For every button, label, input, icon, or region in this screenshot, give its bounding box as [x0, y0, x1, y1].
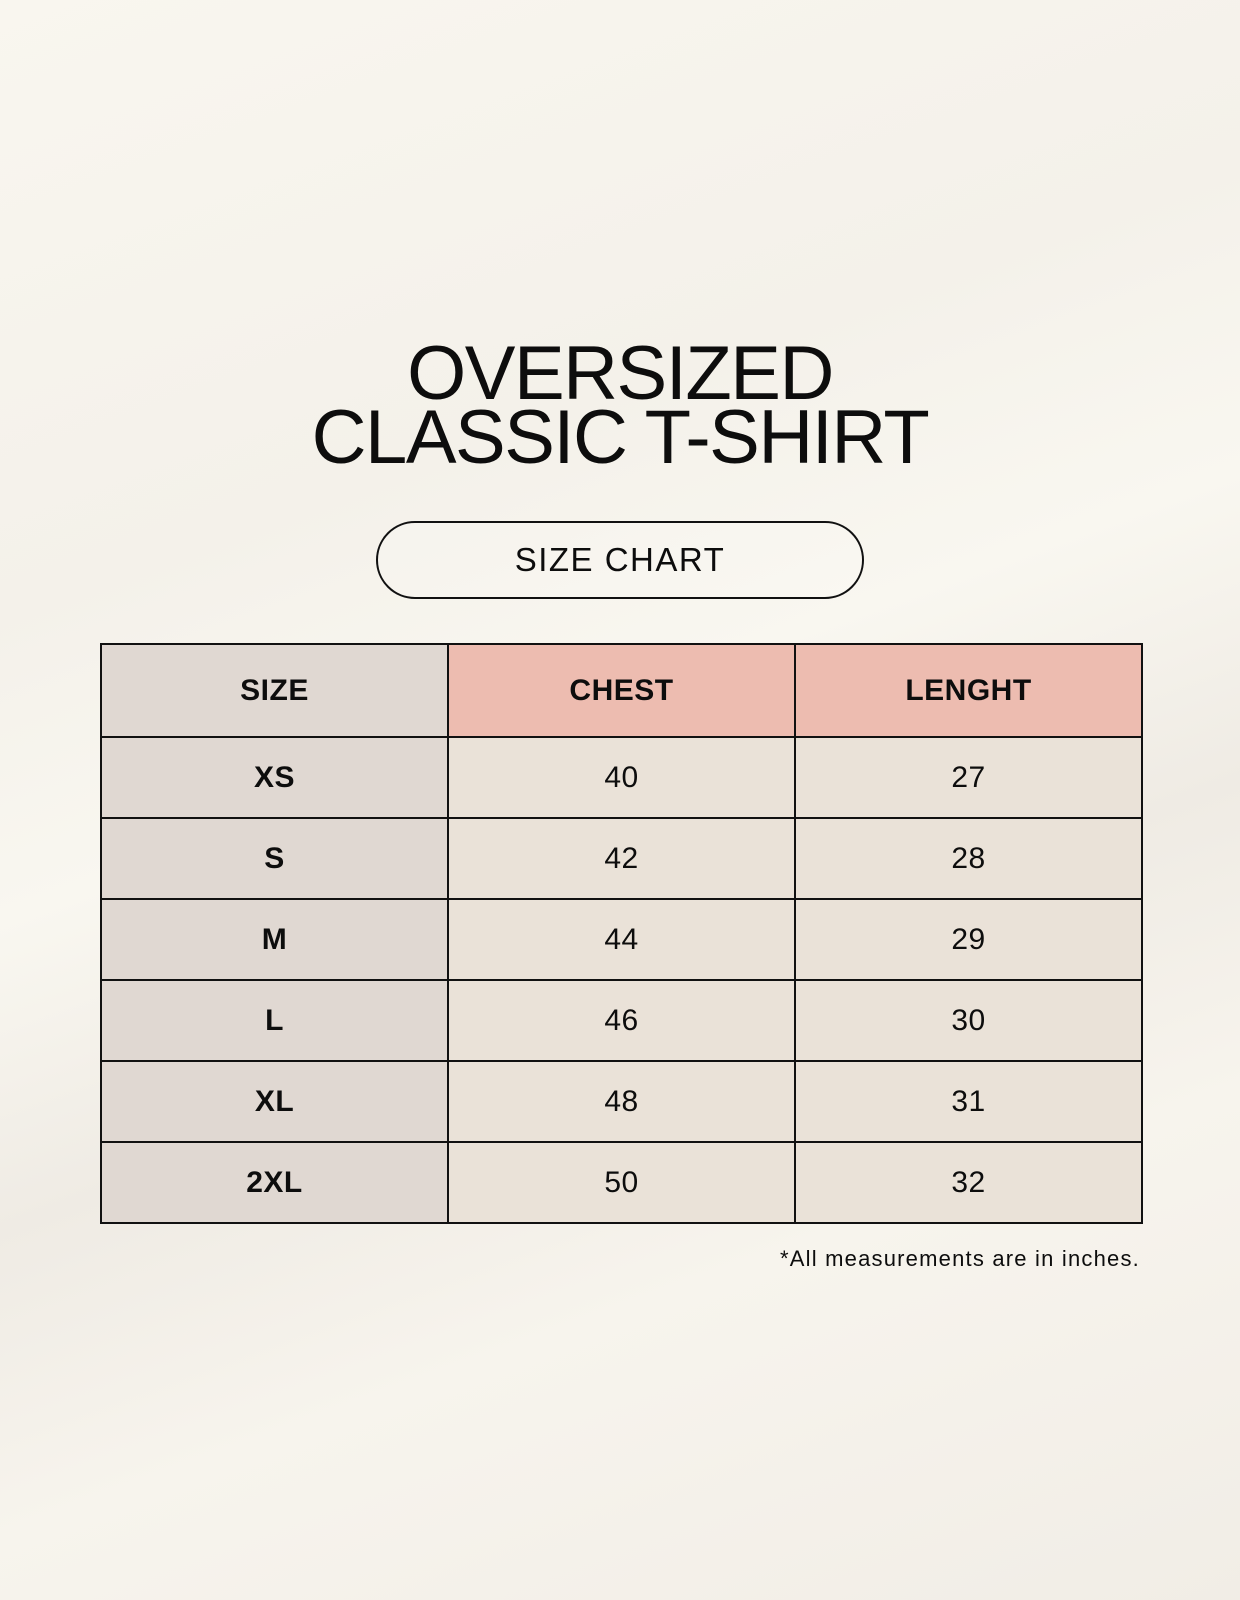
table-row: XS 40 27 — [100, 736, 1143, 819]
table-header-row: SIZE CHEST LENGHT — [100, 643, 1143, 738]
size-cell: L — [100, 979, 449, 1062]
size-cell: 2XL — [100, 1141, 449, 1224]
footnote: *All measurements are in inches. — [780, 1246, 1140, 1271]
size-cell: M — [100, 898, 449, 981]
chest-cell: 44 — [447, 898, 796, 981]
size-cell: S — [100, 817, 449, 900]
length-cell: 32 — [794, 1141, 1143, 1224]
title-line-2: CLASSIC T-SHIRT — [311, 395, 930, 480]
length-cell: 30 — [794, 979, 1143, 1062]
table-row: 2XL 50 32 — [100, 1141, 1143, 1224]
size-table: SIZE CHEST LENGHT XS 40 27 S 42 28 M 44 29 L 46 30 X… — [100, 643, 1143, 1224]
header-size: SIZE — [100, 643, 449, 738]
chest-cell: 46 — [447, 979, 796, 1062]
title-line-1: OVERSIZED — [407, 331, 834, 416]
length-cell: 27 — [794, 736, 1143, 819]
size-cell: XL — [100, 1060, 449, 1143]
table-row: M 44 29 — [100, 898, 1143, 981]
header-length: LENGHT — [794, 643, 1143, 738]
size-cell: XS — [100, 736, 449, 819]
length-cell: 31 — [794, 1060, 1143, 1143]
chest-cell: 42 — [447, 817, 796, 900]
badge-label: SIZE CHART — [514, 541, 726, 578]
table-row: XL 48 31 — [100, 1060, 1143, 1143]
header-chest: CHEST — [447, 643, 796, 738]
chest-cell: 40 — [447, 736, 796, 819]
chest-cell: 50 — [447, 1141, 796, 1224]
table-row: L 46 30 — [100, 979, 1143, 1062]
length-cell: 29 — [794, 898, 1143, 981]
length-cell: 28 — [794, 817, 1143, 900]
chest-cell: 48 — [447, 1060, 796, 1143]
table-row: S 42 28 — [100, 817, 1143, 900]
size-chart-badge: SIZE CHART — [376, 521, 864, 599]
